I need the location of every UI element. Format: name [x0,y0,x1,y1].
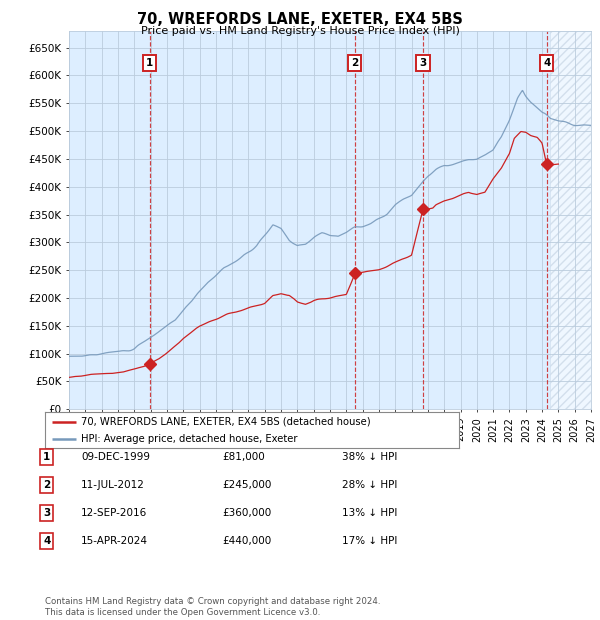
Text: £440,000: £440,000 [222,536,271,546]
Text: £245,000: £245,000 [222,480,271,490]
Bar [550,31,591,409]
Text: 70, WREFORDS LANE, EXETER, EX4 5BS: 70, WREFORDS LANE, EXETER, EX4 5BS [137,12,463,27]
Text: 17% ↓ HPI: 17% ↓ HPI [342,536,397,546]
Text: 2: 2 [43,480,50,490]
Text: HPI: Average price, detached house, Exeter: HPI: Average price, detached house, Exet… [82,433,298,444]
Text: 28% ↓ HPI: 28% ↓ HPI [342,480,397,490]
Text: 38% ↓ HPI: 38% ↓ HPI [342,452,397,462]
Text: 12-SEP-2016: 12-SEP-2016 [81,508,147,518]
Text: 11-JUL-2012: 11-JUL-2012 [81,480,145,490]
Text: £360,000: £360,000 [222,508,271,518]
Text: 4: 4 [543,58,550,68]
Text: 15-APR-2024: 15-APR-2024 [81,536,148,546]
Text: £81,000: £81,000 [222,452,265,462]
Text: 3: 3 [419,58,427,68]
Text: 70, WREFORDS LANE, EXETER, EX4 5BS (detached house): 70, WREFORDS LANE, EXETER, EX4 5BS (deta… [82,417,371,427]
Text: 3: 3 [43,508,50,518]
Text: 13% ↓ HPI: 13% ↓ HPI [342,508,397,518]
Text: 1: 1 [146,58,153,68]
Text: Price paid vs. HM Land Registry's House Price Index (HPI): Price paid vs. HM Land Registry's House … [140,26,460,36]
Text: 4: 4 [43,536,50,546]
Text: 1: 1 [43,452,50,462]
Text: Contains HM Land Registry data © Crown copyright and database right 2024.
This d: Contains HM Land Registry data © Crown c… [45,598,380,617]
Text: 09-DEC-1999: 09-DEC-1999 [81,452,150,462]
Text: 2: 2 [352,58,359,68]
